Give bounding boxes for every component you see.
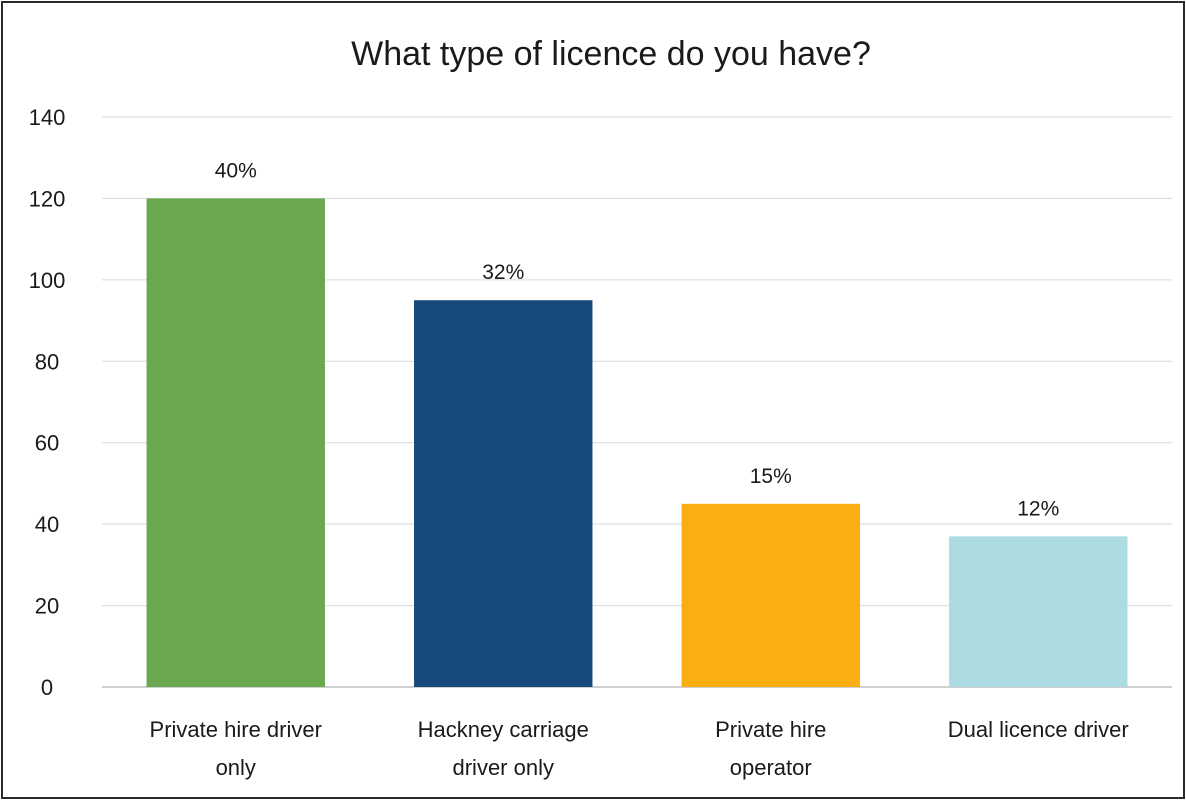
data-label: 32%: [482, 261, 524, 284]
y-tick-label: 100: [29, 268, 66, 293]
bar: [146, 198, 325, 687]
category-label: operator: [730, 755, 812, 780]
category-label: Private hire driver: [150, 717, 322, 742]
category-label: Hackney carriage: [418, 717, 589, 742]
y-tick-label: 140: [29, 105, 66, 130]
y-tick-label: 60: [35, 431, 59, 456]
x-axis-categories: Private hire driver only Hackney carriage d…: [150, 717, 1129, 780]
chart-title: What type of licence do you have?: [351, 35, 871, 73]
bars: [146, 198, 1128, 687]
y-tick-label: 0: [41, 675, 53, 700]
data-label: 15%: [750, 465, 792, 488]
category-label: only: [216, 755, 256, 780]
y-tick-label: 80: [35, 349, 59, 374]
bar: [681, 503, 860, 687]
category-label: Private hire: [715, 717, 826, 742]
data-label: 40%: [215, 159, 257, 182]
y-tick-label: 120: [29, 186, 66, 211]
y-tick-label: 40: [35, 512, 59, 537]
y-axis-ticks: 0 20 40 60 80 100 120 140: [29, 105, 66, 700]
data-label: 12%: [1017, 497, 1059, 520]
category-label: Dual licence driver: [948, 717, 1129, 742]
category-label: driver only: [453, 755, 554, 780]
bar: [414, 300, 593, 687]
data-labels: 40% 32% 15% 12%: [215, 159, 1060, 520]
y-tick-label: 20: [35, 594, 59, 619]
bar: [949, 536, 1128, 687]
